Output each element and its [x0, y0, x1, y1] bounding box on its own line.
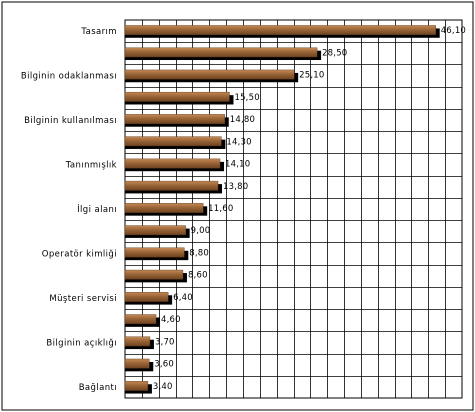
data-label: 3,40: [153, 382, 173, 392]
gridlines: [124, 19, 463, 399]
data-label: 11,60: [208, 204, 233, 214]
bar: [124, 358, 150, 369]
bar: [124, 114, 225, 124]
category-label: Tasarım: [80, 27, 117, 37]
category-label: Operatör kimliği: [42, 249, 117, 259]
data-label: 14,30: [226, 137, 251, 147]
data-label: 8,60: [188, 271, 208, 281]
bar: [124, 381, 149, 391]
bar: [124, 158, 221, 169]
bar: [124, 292, 169, 302]
category-label: Müşteri servisi: [49, 294, 117, 304]
data-label: 4,60: [161, 315, 181, 325]
bar: [124, 314, 157, 325]
data-label: 3,70: [155, 337, 175, 347]
data-label: 6,40: [173, 293, 193, 303]
bar: [124, 203, 204, 213]
category-label: Bilginin kullanılması: [24, 116, 117, 126]
data-label: 9,00: [191, 226, 211, 236]
category-label: İlgi alanı: [77, 204, 117, 215]
data-label: 15,50: [234, 93, 259, 103]
bar: [124, 269, 184, 280]
bar: [124, 247, 185, 258]
data-label: 25,10: [299, 71, 324, 81]
category-label: Tanınmışlık: [65, 161, 117, 171]
data-label: 46,10: [441, 26, 466, 36]
data-label: 28,50: [322, 48, 347, 58]
category-label: Bilginin odaklanması: [21, 72, 117, 82]
data-label: 3,60: [154, 360, 174, 370]
category-label: Bağlantı: [79, 383, 117, 393]
bars: [124, 25, 440, 394]
data-label: 14,80: [230, 115, 255, 125]
data-label: 13,80: [223, 182, 248, 192]
bar: [124, 225, 186, 236]
bar: [124, 25, 436, 35]
bar: [124, 91, 230, 102]
bar: [124, 180, 219, 191]
bar: [124, 69, 295, 80]
data-label: 14,10: [225, 160, 250, 170]
data-label: 8,80: [189, 248, 209, 258]
bar: [124, 136, 222, 147]
labels: 46,10 Tasarım 28,50 25,10 Bilginin odaklanma…: [21, 26, 466, 393]
bar: [124, 47, 318, 58]
category-label: Bilginin açıklığı: [46, 338, 117, 348]
bar: [124, 336, 151, 347]
